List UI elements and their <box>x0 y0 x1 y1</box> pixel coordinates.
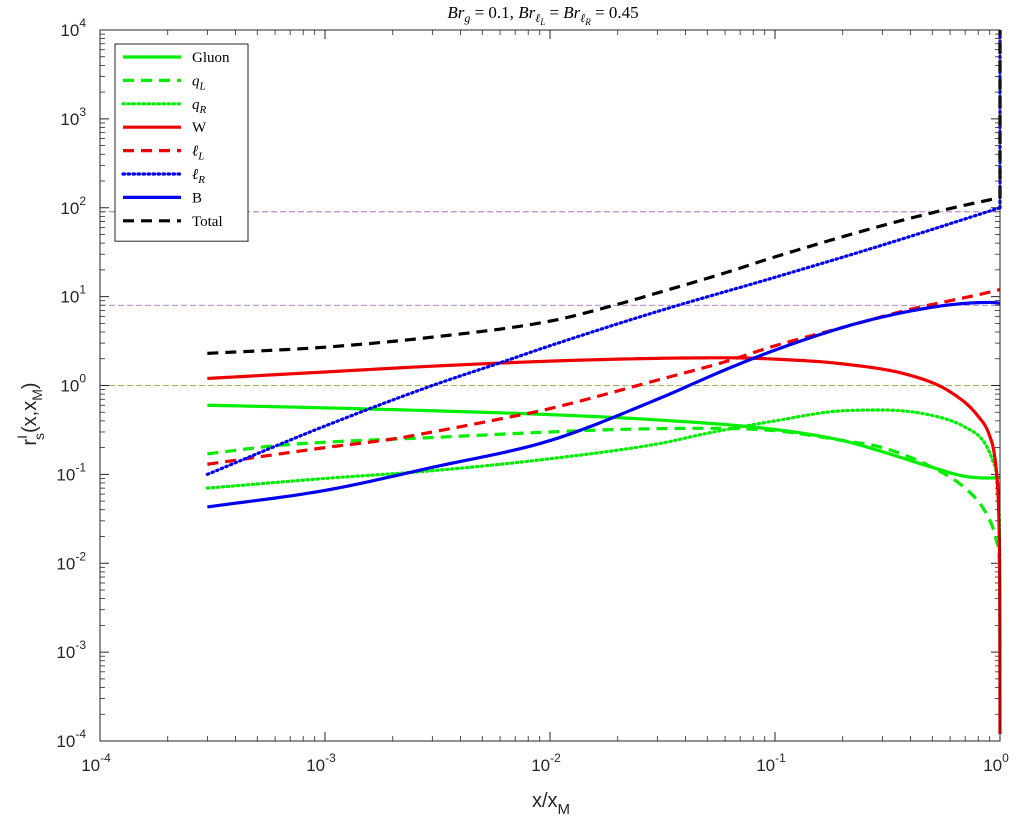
legend-label: Gluon <box>192 50 230 66</box>
y-axis-label: rIs(x,xM) <box>14 382 47 445</box>
x-axis-label: x/xM <box>532 790 570 818</box>
y-tick-label: 100 <box>60 372 86 396</box>
y-tick-label: 104 <box>60 16 86 40</box>
series-line-ql <box>207 426 1002 649</box>
x-tick-label: 10-3 <box>306 751 336 775</box>
plot-frame <box>99 29 1001 742</box>
legend-box <box>114 43 249 242</box>
series-line-lr <box>205 206 1002 476</box>
y-tick-label: 102 <box>60 194 86 218</box>
legend-label: W <box>192 120 207 136</box>
axis-tick-labels: 10-4 10-3 10-2 10-1 100 10-4 10-3 10-2 10-1 100 10… <box>56 16 1009 775</box>
legend-label: qL <box>192 73 206 92</box>
series-line-b <box>207 300 1002 509</box>
reference-lines <box>100 211 1000 386</box>
y-tick-label: 10-4 <box>56 727 86 751</box>
series-line-w <box>207 356 1002 734</box>
legend-label: ℓL <box>192 144 204 163</box>
y-tick-label: 10-1 <box>56 460 86 484</box>
chart-title: Brg = 0.1, BrℓL = BrℓR = 0.45 <box>447 3 638 27</box>
series-line-total <box>207 196 1001 355</box>
legend: Gluon qL qR WℓL ℓR B Total <box>114 43 249 242</box>
x-tick-label: 100 <box>983 751 1009 775</box>
legend-label: B <box>192 190 202 206</box>
y-tick-label: 10-3 <box>56 638 86 662</box>
y-tick-label: 101 <box>60 283 86 307</box>
legend-label: ℓR <box>192 167 205 186</box>
series-line-ll <box>207 288 1001 466</box>
legend-label: Total <box>192 214 223 230</box>
y-tick-label: 10-2 <box>56 549 86 573</box>
y-tick-label: 103 <box>60 105 86 129</box>
x-tick-label: 10-1 <box>756 751 786 775</box>
legend-label: qR <box>192 97 207 116</box>
x-tick-label: 10-2 <box>531 751 561 775</box>
x-tick-label: 10-4 <box>81 751 111 775</box>
axis-ticks <box>99 29 1001 742</box>
